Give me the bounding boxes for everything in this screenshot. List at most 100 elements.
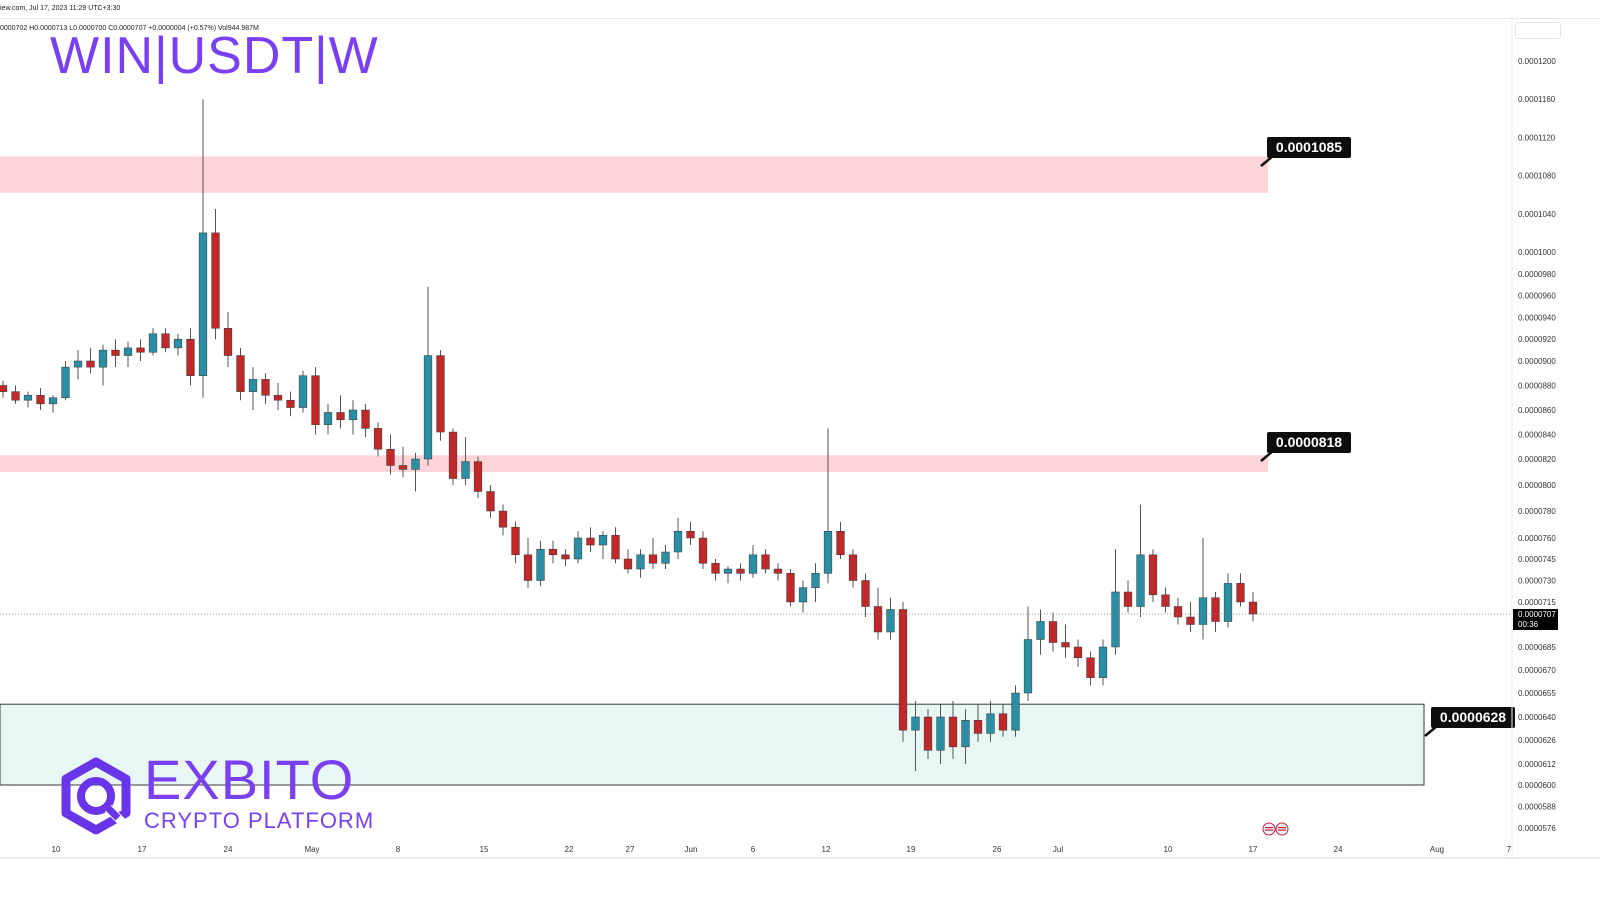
label-box: [1267, 432, 1351, 453]
candle: [0, 380, 8, 398]
y-tick-label: 0.0000730: [1518, 577, 1556, 586]
candle-body: [48, 397, 58, 405]
site-info: iew.com, Jul 17, 2023 11:29 UTC+3:30: [0, 5, 121, 12]
y-tick-label: 0.0000576: [1518, 824, 1556, 833]
candle: [473, 456, 483, 498]
candle-body: [1161, 594, 1170, 607]
x-tick-label: 10: [52, 845, 61, 854]
candle: [198, 99, 208, 398]
candle-body: [1236, 583, 1245, 603]
label-text: 0.0000818: [1276, 434, 1342, 450]
candle: [673, 517, 683, 559]
candle-body: [1086, 657, 1095, 678]
x-tick-label: Aug: [1430, 845, 1444, 854]
candle: [836, 521, 845, 559]
y-tick-label: 0.0001040: [1518, 210, 1556, 219]
candle-body: [61, 366, 70, 398]
x-tick-label: 12: [822, 845, 831, 854]
x-tick-label: 24: [1334, 845, 1343, 854]
flag-icon[interactable]: [1262, 822, 1290, 836]
candle-body: [736, 568, 745, 574]
y-tick-label: 0.0000800: [1518, 481, 1556, 490]
candle: [236, 347, 245, 401]
candle: [461, 436, 470, 485]
candle: [48, 395, 58, 413]
settings-box[interactable]: [1515, 22, 1561, 39]
candle-body: [348, 409, 358, 421]
candle-body: [748, 554, 758, 574]
candle-body: [786, 573, 795, 603]
candle: [1198, 538, 1208, 640]
zone-resistance-1: [0, 455, 1268, 472]
candle: [1223, 573, 1233, 628]
candle-body: [561, 554, 570, 560]
candle: [386, 434, 395, 475]
candle-body: [886, 609, 895, 633]
x-tick-label: 24: [224, 845, 233, 854]
candle: [911, 701, 920, 771]
x-tick-label: 22: [565, 845, 574, 854]
x-tick-label: 15: [480, 845, 489, 854]
x-tick-label: 17: [1249, 845, 1258, 854]
y-tick-label: 0.0000715: [1518, 598, 1556, 607]
candle-body: [648, 554, 658, 564]
current-price-badge: [1513, 609, 1558, 630]
candle-body: [423, 355, 433, 460]
candle: [1148, 549, 1158, 602]
exbito-logo-icon: [61, 757, 131, 835]
label-box: [1267, 137, 1351, 158]
candle: [848, 549, 858, 588]
candle: [561, 549, 570, 567]
candle-body: [973, 720, 983, 734]
candle-body: [536, 548, 545, 581]
y-tick-label: 0.0000640: [1518, 713, 1556, 722]
zone-support-2: [0, 703, 1425, 786]
candle: [948, 701, 958, 759]
candle-body: [636, 554, 645, 570]
candle-body: [411, 458, 420, 470]
candle-body: [523, 554, 533, 581]
y-tick-label: 0.0000860: [1518, 406, 1556, 415]
x-tick-label: May: [304, 845, 319, 854]
candle: [123, 341, 133, 368]
y-tick-label: 0.0001120: [1518, 133, 1556, 142]
y-tick-label: 0.0000880: [1518, 382, 1556, 391]
candle: [1011, 685, 1020, 737]
candle-body: [798, 587, 808, 603]
candle-body: [861, 580, 870, 607]
candle: [211, 209, 220, 340]
y-tick-label: 0.0000626: [1518, 736, 1556, 745]
candle: [323, 403, 333, 435]
candle-body: [1023, 639, 1033, 694]
candle: [498, 504, 508, 536]
candle-body: [298, 375, 308, 408]
candle-body: [686, 531, 695, 539]
y-tick-label: 0.0000600: [1518, 781, 1556, 790]
candle: [923, 709, 933, 759]
x-tick-label: Jun: [685, 845, 698, 854]
candle: [961, 709, 970, 764]
candle-body: [398, 465, 408, 470]
candle-body: [898, 609, 908, 731]
zone-resistance-0: [0, 156, 1268, 193]
candle-body: [173, 338, 183, 349]
candle: [11, 385, 20, 404]
candle-body: [448, 431, 458, 479]
candle: [273, 383, 283, 410]
candle: [23, 391, 33, 408]
y-tick-label: 0.0000980: [1518, 270, 1556, 279]
candle-body: [936, 716, 945, 751]
candle: [1136, 504, 1145, 617]
y-tick-label: 0.0000685: [1518, 643, 1556, 652]
y-tick-label: 0.0001000: [1518, 248, 1556, 257]
candle-body: [1211, 597, 1220, 622]
candle-body: [761, 554, 770, 570]
candle-body: [211, 232, 220, 329]
candle: [348, 400, 358, 435]
candle: [623, 549, 633, 574]
top-bar: [0, 0, 1600, 19]
candle-body: [848, 554, 858, 581]
x-tick-label: 7: [1507, 845, 1512, 854]
candle-body: [1073, 646, 1083, 658]
